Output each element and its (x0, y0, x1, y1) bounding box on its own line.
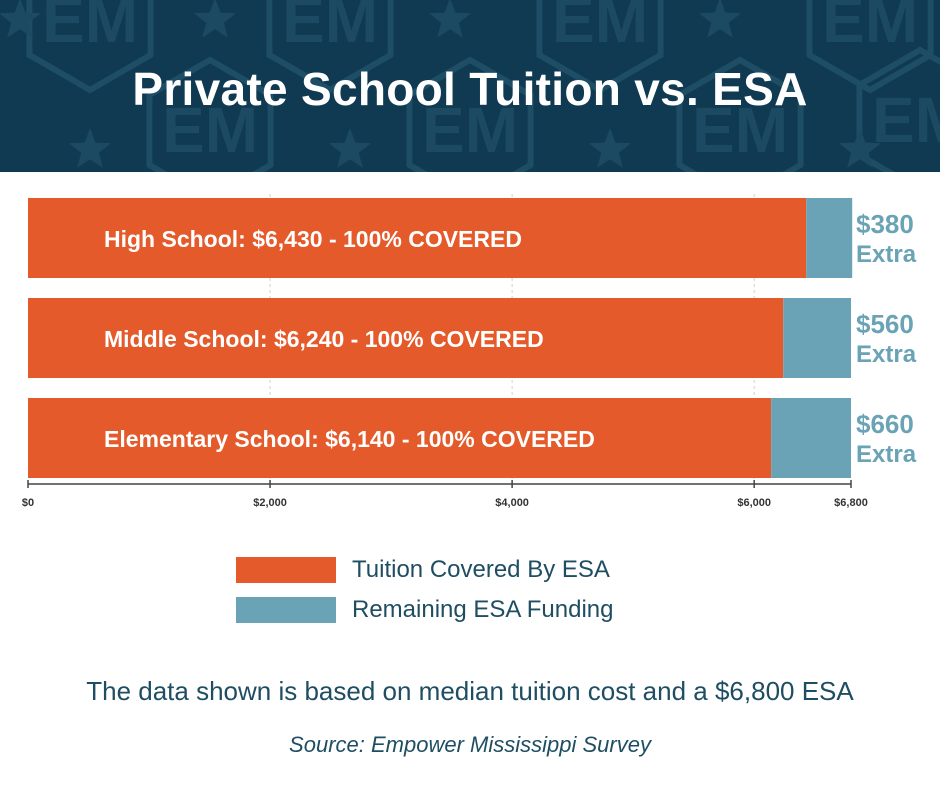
legend-item-remaining: Remaining ESA Funding (236, 596, 614, 624)
bar-covered (28, 198, 807, 278)
legend-label-remaining: Remaining ESA Funding (352, 596, 614, 623)
watermark-text: EM (822, 0, 918, 56)
bar-label: Elementary School: $6,140 - 100% COVERED (104, 426, 595, 452)
extra-amount-label: $660 (856, 409, 914, 439)
bar-remaining (771, 398, 851, 478)
x-tick-label: $0 (22, 497, 34, 509)
bar-chart: High School: $6,430 - 100% COVERED $380Ex… (22, 194, 917, 509)
watermark-text: EM (162, 94, 258, 166)
legend-label-covered: Tuition Covered By ESA (352, 556, 610, 583)
watermark-text: EM (552, 0, 648, 56)
watermark-star-icon (589, 128, 631, 168)
watermark-hexagon (536, 0, 664, 94)
extra-word-label: Extra (856, 341, 917, 368)
x-tick-label: $6,800 (834, 497, 868, 509)
watermark-text: EM (42, 0, 138, 56)
extra-word-label: Extra (856, 441, 917, 468)
watermark-hexagon (856, 46, 940, 172)
watermark-text: EM (282, 0, 378, 56)
bar-covered (28, 398, 772, 478)
bar-label: Middle School: $6,240 - 100% COVERED (104, 326, 544, 352)
watermark-hexagon (146, 56, 274, 172)
watermark-star-icon (699, 0, 741, 38)
watermark-text: EM (422, 94, 518, 166)
watermark-hexagon (406, 56, 534, 172)
page-title: Private School Tuition vs. ESA (132, 63, 808, 115)
header-banner: EM EM EM EM EM EM EM EM Private School Tuition … (0, 0, 940, 172)
footnote: The data shown is based on median tuitio… (86, 676, 854, 706)
extra-word-label: Extra (856, 241, 917, 268)
watermark-star-icon (329, 128, 371, 168)
watermark-hexagon (806, 0, 934, 94)
bar-covered (28, 298, 784, 378)
watermark-text: EM (872, 84, 940, 156)
watermark-hexagon (266, 0, 394, 94)
watermark-star-icon (0, 0, 41, 38)
bar-remaining (783, 298, 851, 378)
x-tick-label: $6,000 (737, 497, 771, 509)
bar-label: High School: $6,430 - 100% COVERED (104, 226, 522, 252)
watermark-star-icon (839, 128, 881, 168)
x-tick-label: $2,000 (253, 497, 287, 509)
extra-amount-label: $380 (856, 209, 914, 239)
watermark-star-icon (69, 128, 111, 168)
legend-swatch-remaining (236, 597, 336, 623)
watermark-hexagon (676, 56, 804, 172)
extra-amount-label: $560 (856, 309, 914, 339)
watermark-text: EM (692, 94, 788, 166)
bar-remaining (806, 198, 853, 278)
watermark-hexagon (26, 0, 154, 94)
legend: Tuition Covered By ESA Remaining ESA Fun… (236, 556, 614, 636)
legend-swatch-covered (236, 557, 336, 583)
legend-item-covered: Tuition Covered By ESA (236, 556, 614, 584)
source-note: Source: Empower Mississippi Survey (289, 732, 651, 757)
header-pattern: EM EM EM EM EM EM EM EM (0, 0, 940, 172)
watermark-star-icon (429, 0, 471, 38)
x-tick-label: $4,000 (495, 497, 529, 509)
watermark-star-icon (194, 0, 236, 38)
